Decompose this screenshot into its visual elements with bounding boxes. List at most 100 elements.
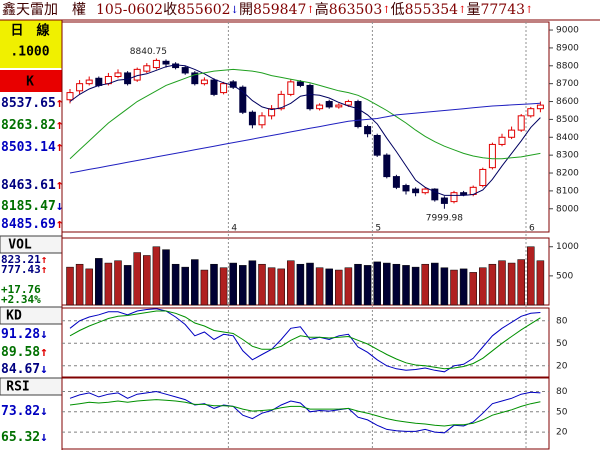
y-tick-label: 8900	[556, 43, 579, 53]
candle-body	[392, 176, 400, 188]
volume-bar	[95, 258, 103, 306]
quote-label: 高	[315, 1, 329, 18]
y-tick-label: 8400	[556, 133, 579, 143]
quote-label: 開	[239, 2, 253, 18]
volume-bar	[363, 265, 372, 306]
vol-label: VOL	[8, 238, 32, 253]
y-tick-label: 1000	[556, 242, 579, 252]
candle-body	[66, 92, 74, 101]
quote-label: 收	[163, 2, 177, 18]
candle-body	[536, 104, 544, 110]
line	[69, 308, 541, 373]
y-tick-label: 50	[556, 339, 568, 349]
volume-bar	[191, 259, 199, 306]
value-arrow: ↓	[40, 430, 48, 445]
volume-bar	[469, 272, 477, 306]
value-arrow: ↑	[41, 253, 48, 266]
sidebar-value: +17.76	[1, 283, 41, 296]
line	[69, 68, 541, 160]
quote-arrow: ↑	[382, 5, 390, 16]
sidebar-value: 8537.65↑	[1, 96, 64, 111]
volume-bar	[114, 260, 122, 306]
panel-frame	[61, 377, 550, 450]
header-date: 105-0602	[96, 2, 163, 18]
candle-body	[354, 101, 362, 128]
value-text: 8463.61	[1, 178, 56, 193]
volume-bar	[344, 267, 353, 306]
quote-value: 77743	[480, 2, 525, 18]
candle-body	[335, 104, 343, 108]
volume-bar	[421, 263, 429, 306]
y-tick-label: 20	[556, 428, 568, 438]
volume-bar	[66, 266, 74, 306]
volume-bar	[75, 263, 84, 306]
candle-body	[191, 72, 199, 85]
candle-body	[402, 185, 410, 192]
candle-body	[114, 72, 122, 78]
volume-bar	[459, 268, 468, 306]
value-arrow: ↓	[40, 362, 48, 377]
value-text: 73.82	[1, 404, 40, 419]
value-text: 777.43	[1, 263, 41, 276]
candle-body	[316, 104, 324, 110]
candle-body	[460, 192, 468, 195]
line	[69, 399, 541, 427]
volume-bar	[258, 263, 266, 306]
volume-bar	[133, 252, 141, 306]
candle-body	[200, 79, 208, 85]
candle-body	[287, 81, 295, 95]
volume-bar	[200, 269, 209, 306]
volume-bar	[239, 265, 247, 306]
volume-bar	[325, 268, 333, 306]
candle-body	[95, 77, 103, 86]
candle-body	[344, 101, 352, 106]
x-tick-label: 4	[231, 224, 237, 234]
volume-bar	[143, 255, 151, 306]
value-text: +17.76	[1, 283, 41, 296]
value-arrow: ↑	[56, 118, 64, 133]
candle-body	[508, 129, 516, 138]
quote-label: 量	[466, 2, 480, 18]
y-tick-label: 80	[556, 316, 568, 326]
volume-bar	[296, 263, 305, 306]
value-text: 8263.82	[1, 118, 56, 133]
volume-bar	[85, 268, 93, 306]
quote-value: 855354	[405, 2, 459, 18]
candle-body	[296, 81, 304, 86]
panel-frame	[61, 237, 550, 306]
volume-bar	[287, 260, 295, 306]
volume-bar	[498, 260, 506, 306]
candle-body	[440, 197, 448, 204]
volume-bar	[383, 262, 391, 306]
volume-bar	[536, 260, 545, 306]
high-label: 8840.75	[130, 47, 167, 57]
volume-bar	[431, 262, 439, 306]
value-arrow: ↑	[56, 178, 64, 193]
volume-bar	[402, 265, 410, 306]
volume-bar	[335, 269, 343, 306]
candle-body	[85, 79, 93, 85]
volume-bar	[392, 263, 401, 306]
candle-body	[527, 108, 535, 117]
volume-bar	[162, 249, 170, 306]
volume-bar	[152, 246, 161, 306]
volume-bar	[479, 267, 487, 306]
sidebar-value: 8485.69↑	[1, 217, 64, 232]
candle-body	[76, 83, 84, 92]
rsi-label: RSI	[6, 380, 29, 395]
volume-bar	[171, 263, 180, 306]
x-tick-label: 5	[375, 224, 381, 234]
quote-label: 低	[391, 2, 405, 18]
panel-frame	[61, 307, 550, 378]
panel-frame	[61, 21, 550, 233]
volume-bar	[507, 262, 516, 306]
low-label: 7999.98	[426, 213, 463, 223]
y-tick-label: 8800	[556, 61, 579, 71]
sidebar-value: 73.82↓	[1, 404, 48, 419]
quote-value: 863503	[329, 2, 382, 18]
y-tick-label: 8000	[556, 204, 579, 214]
quote-arrow: ↑	[458, 5, 466, 16]
y-tick-label: 8300	[556, 151, 579, 161]
